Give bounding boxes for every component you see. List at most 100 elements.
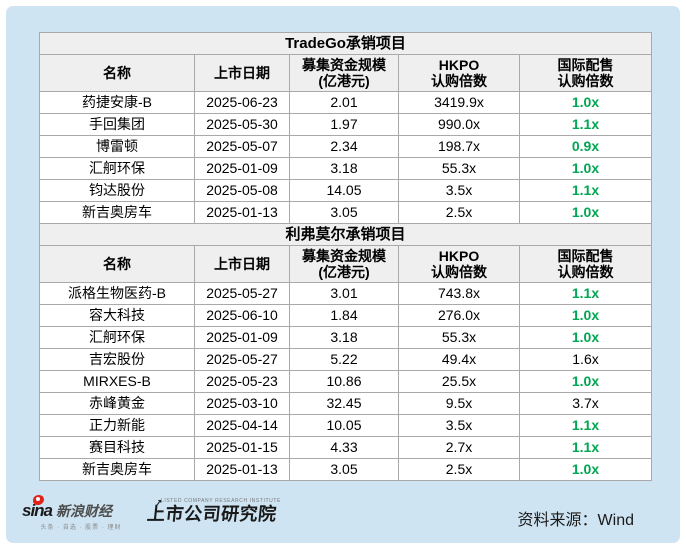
funds-cell: 10.05 [289,414,399,437]
column-header: 上市日期 [194,54,290,92]
research-logo-text: 上市公司研究院 [146,504,278,524]
underwriting-tables: TradeGo承销项目 名称 上市日期 募集资金规模 (亿港元) HKPO 认购倍数 国际… [39,32,652,481]
funds-cell: 2.34 [289,135,399,158]
intl-cell: 1.1x [519,436,652,459]
data-source-label: 资料来源：Wind [517,512,634,529]
intl-cell: 1.1x [519,113,652,136]
research-institute-logo: LISTED COMPANY RESEARCH INSTITUTE ↗ 上市公司… [146,498,281,525]
table-row: 容大科技 2025-06-10 1.84 276.0x 1.0x [39,304,652,327]
column-header-row: 名称 上市日期 募集资金规模 (亿港元) HKPO 认购倍数 国际配售 认购倍数 [39,54,652,92]
funds-cell: 3.05 [289,458,399,481]
date-cell: 2025-06-10 [194,304,290,327]
hkpo-cell: 198.7x [398,135,520,158]
date-cell: 2025-01-09 [194,157,290,180]
table-row: 汇舸环保 2025-01-09 3.18 55.3x 1.0x [39,326,652,349]
name-cell: 派格生物医药-B [39,282,195,305]
name-cell: 汇舸环保 [39,326,195,349]
date-cell: 2025-05-23 [194,370,290,393]
table-row: 正力新能 2025-04-14 10.05 3.5x 1.1x [39,414,652,437]
date-cell: 2025-05-07 [194,135,290,158]
table-row: 新吉奥房车 2025-01-13 3.05 2.5x 1.0x [39,458,652,481]
funds-cell: 5.22 [289,348,399,371]
table-row: 钧达股份 2025-05-08 14.05 3.5x 1.1x [39,179,652,202]
name-cell: 钧达股份 [39,179,195,202]
table-row: MIRXES-B 2025-05-23 10.86 25.5x 1.0x [39,370,652,393]
funds-cell: 32.45 [289,392,399,415]
intl-cell: 0.9x [519,135,652,158]
sina-logo-row: sina 新浪财经 [22,495,140,520]
name-cell: 容大科技 [39,304,195,327]
funds-cell: 1.97 [289,113,399,136]
hkpo-cell: 743.8x [398,282,520,305]
date-cell: 2025-05-27 [194,348,290,371]
column-header: HKPO 认购倍数 [398,54,520,92]
funds-cell: 2.01 [289,91,399,114]
funds-cell: 10.86 [289,370,399,393]
hkpo-cell: 276.0x [398,304,520,327]
column-header: 国际配售 认购倍数 [519,54,652,92]
funds-cell: 1.84 [289,304,399,327]
intl-cell: 1.0x [519,91,652,114]
research-logo-main: ↗ 上市公司研究院 [146,498,281,525]
intl-cell: 1.1x [519,414,652,437]
hkpo-cell: 2.5x [398,201,520,224]
table-row: 赛目科技 2025-01-15 4.33 2.7x 1.1x [39,436,652,459]
table-row: 药捷安康-B 2025-06-23 2.01 3419.9x 1.0x [39,91,652,114]
intl-cell: 1.0x [519,326,652,349]
section-title: TradeGo承销项目 [39,32,652,55]
background-panel: TradeGo承销项目 名称 上市日期 募集资金规模 (亿港元) HKPO 认购倍数 国际… [6,6,680,543]
sina-finance-logo: sina 新浪财经 头条 · 自选 · 股票 · 理财 [22,495,140,531]
intl-cell: 1.0x [519,157,652,180]
name-cell: 药捷安康-B [39,91,195,114]
section-title-row: TradeGo承销项目 [39,32,652,55]
name-cell: 吉宏股份 [39,348,195,371]
intl-cell: 3.7x [519,392,652,415]
column-header: 名称 [39,245,195,283]
date-cell: 2025-05-30 [194,113,290,136]
hkpo-cell: 55.3x [398,326,520,349]
intl-cell: 1.6x [519,348,652,371]
funds-cell: 3.18 [289,326,399,349]
name-cell: 赤峰黄金 [39,392,195,415]
sina-brand-text: sina [22,501,53,520]
date-cell: 2025-01-15 [194,436,290,459]
table-row: 派格生物医药-B 2025-05-27 3.01 743.8x 1.1x [39,282,652,305]
table-row: 新吉奥房车 2025-01-13 3.05 2.5x 1.0x [39,201,652,224]
hkpo-cell: 3.5x [398,179,520,202]
table-row: 博雷顿 2025-05-07 2.34 198.7x 0.9x [39,135,652,158]
hkpo-cell: 3419.9x [398,91,520,114]
name-cell: 汇舸环保 [39,157,195,180]
intl-cell: 1.1x [519,179,652,202]
hkpo-cell: 9.5x [398,392,520,415]
name-cell: 新吉奥房车 [39,458,195,481]
column-header: 募集资金规模 (亿港元) [289,245,399,283]
intl-cell: 1.1x [519,282,652,305]
date-cell: 2025-01-13 [194,201,290,224]
section-title: 利弗莫尔承销项目 [39,223,652,246]
column-header-row: 名称 上市日期 募集资金规模 (亿港元) HKPO 认购倍数 国际配售 认购倍数 [39,245,652,283]
column-header: 募集资金规模 (亿港元) [289,54,399,92]
funds-cell: 3.05 [289,201,399,224]
hkpo-cell: 25.5x [398,370,520,393]
intl-cell: 1.0x [519,370,652,393]
hkpo-cell: 3.5x [398,414,520,437]
sina-eye-icon [33,495,44,505]
date-cell: 2025-01-09 [194,326,290,349]
hkpo-cell: 49.4x [398,348,520,371]
table-row: 赤峰黄金 2025-03-10 32.45 9.5x 3.7x [39,392,652,415]
underwriting-table-body: TradeGo承销项目 名称 上市日期 募集资金规模 (亿港元) HKPO 认购倍数 国际… [39,32,652,481]
funds-cell: 3.01 [289,282,399,305]
intl-cell: 1.0x [519,201,652,224]
date-cell: 2025-04-14 [194,414,290,437]
hkpo-cell: 990.0x [398,113,520,136]
name-cell: 新吉奥房车 [39,201,195,224]
column-header: 上市日期 [194,245,290,283]
name-cell: 博雷顿 [39,135,195,158]
intl-cell: 1.0x [519,458,652,481]
hkpo-cell: 2.7x [398,436,520,459]
table-row: 手回集团 2025-05-30 1.97 990.0x 1.1x [39,113,652,136]
date-cell: 2025-05-27 [194,282,290,305]
sina-tagline: 头条 · 自选 · 股票 · 理财 [40,525,122,531]
hkpo-cell: 55.3x [398,157,520,180]
